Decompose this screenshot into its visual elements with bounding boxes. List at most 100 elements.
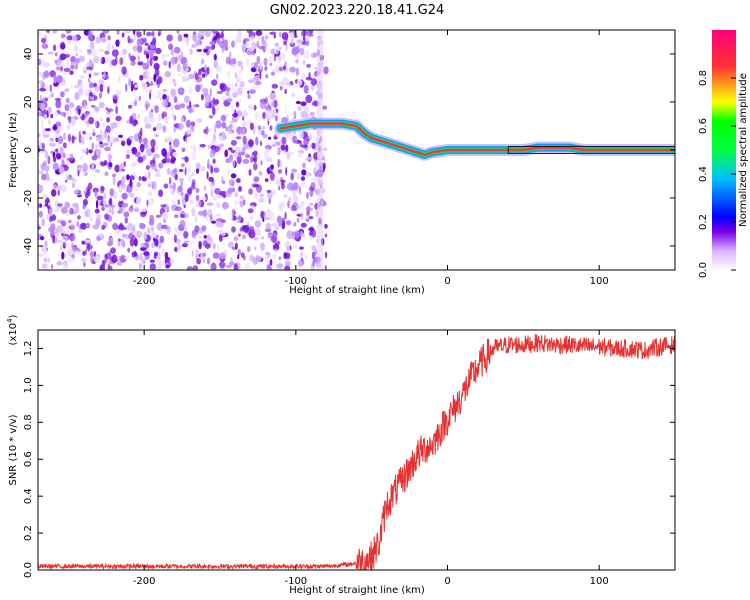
noise-speckle [131, 162, 137, 167]
noise-speckle [71, 35, 78, 41]
noise-speckle [147, 227, 151, 234]
noise-speckle [168, 61, 171, 69]
noise-speckle [44, 134, 50, 138]
noise-speckle [206, 257, 211, 265]
y-tick-label: 0.8 [23, 414, 34, 430]
noise-speckle [115, 115, 122, 122]
noise-speckle [38, 139, 42, 149]
noise-speckle [61, 207, 68, 214]
noise-speckle [130, 83, 134, 92]
noise-speckle [305, 94, 313, 104]
noise-speckle [161, 158, 167, 164]
noise-speckle [232, 215, 237, 221]
noise-speckle [180, 117, 185, 123]
noise-speckle [265, 74, 269, 79]
noise-speckle [64, 179, 67, 183]
noise-speckle [118, 134, 124, 138]
noise-speckle [264, 35, 269, 40]
noise-speckle [201, 94, 204, 101]
noise-speckle [237, 254, 240, 260]
noise-speckle [166, 167, 171, 175]
noise-speckle [293, 110, 297, 120]
noise-speckle [324, 223, 328, 229]
noise-speckle [219, 135, 224, 142]
noise-speckle [149, 89, 152, 93]
noise-speckle [248, 79, 255, 83]
noise-speckle [136, 196, 142, 205]
noise-speckle [215, 221, 219, 228]
noise-speckle [166, 136, 173, 143]
noise-speckle [139, 37, 145, 46]
noise-speckle [310, 53, 318, 58]
chart-title: GN02.2023.220.18.41.G24 [270, 3, 445, 18]
noise-speckle [128, 52, 131, 58]
noise-speckle [294, 189, 299, 193]
noise-speckle [132, 30, 136, 35]
noise-speckle [250, 122, 254, 131]
noise-speckle [215, 213, 222, 217]
noise-speckle [155, 234, 159, 239]
noise-speckle [243, 255, 246, 261]
noise-speckle [266, 189, 272, 193]
noise-speckle [153, 153, 160, 158]
noise-speckle [111, 208, 114, 216]
noise-speckle [78, 47, 83, 54]
noise-speckle [170, 80, 176, 84]
noise-speckle [173, 115, 177, 121]
noise-speckle [93, 255, 100, 264]
noise-speckle [173, 234, 177, 243]
noise-speckle [52, 125, 58, 131]
noise-speckle [137, 114, 141, 119]
noise-speckle [150, 81, 154, 87]
noise-speckle [144, 123, 152, 129]
noise-speckle [155, 214, 162, 218]
noise-speckle [217, 245, 220, 250]
noise-speckle [128, 78, 132, 87]
noise-speckle [103, 142, 109, 146]
noise-speckle [38, 133, 41, 138]
noise-speckle [81, 240, 86, 245]
noise-speckle [95, 214, 102, 220]
noise-speckle [88, 116, 95, 125]
noise-speckle [88, 59, 93, 67]
noise-speckle [261, 130, 265, 136]
noise-speckle [55, 99, 62, 109]
noise-speckle [79, 190, 81, 195]
noise-speckle [86, 62, 90, 67]
noise-speckle [70, 117, 76, 127]
noise-speckle [196, 76, 203, 83]
noise-speckle [291, 168, 298, 173]
noise-speckle [299, 47, 305, 56]
noise-speckle [225, 97, 233, 103]
noise-speckle [86, 111, 91, 115]
noise-speckle [180, 191, 184, 197]
noise-speckle [198, 234, 202, 240]
noise-speckle [146, 199, 149, 207]
noise-speckle [272, 253, 277, 260]
noise-speckle [66, 87, 70, 93]
noise-speckle [271, 248, 279, 252]
noise-speckle [199, 143, 206, 148]
noise-speckle [99, 92, 102, 99]
noise-speckle [202, 258, 206, 264]
noise-speckle [121, 202, 129, 208]
x-tick-label: -200 [133, 576, 156, 587]
noise-speckle [103, 71, 106, 79]
noise-speckle [179, 219, 186, 229]
noise-speckle [74, 190, 77, 195]
snr-panel: -200 -100 0 100 0.0 0.2 0.4 0.6 0.8 1.0 1.2 Heigh… [6, 314, 676, 596]
noise-speckle [177, 185, 183, 193]
noise-speckle [224, 149, 229, 158]
bottom-scale-label: (x104) [6, 314, 19, 345]
bottom-x-axis-label: Height of straight line (km) [289, 585, 425, 596]
noise-speckle [60, 220, 67, 227]
noise-speckle [244, 262, 250, 270]
noise-speckle [103, 192, 107, 199]
noise-speckle [285, 220, 292, 226]
noise-speckle [236, 76, 240, 84]
noise-speckle [106, 138, 110, 143]
noise-speckle [99, 161, 104, 166]
noise-speckle [104, 204, 110, 208]
noise-speckle [139, 143, 145, 153]
track-core [279, 122, 675, 157]
